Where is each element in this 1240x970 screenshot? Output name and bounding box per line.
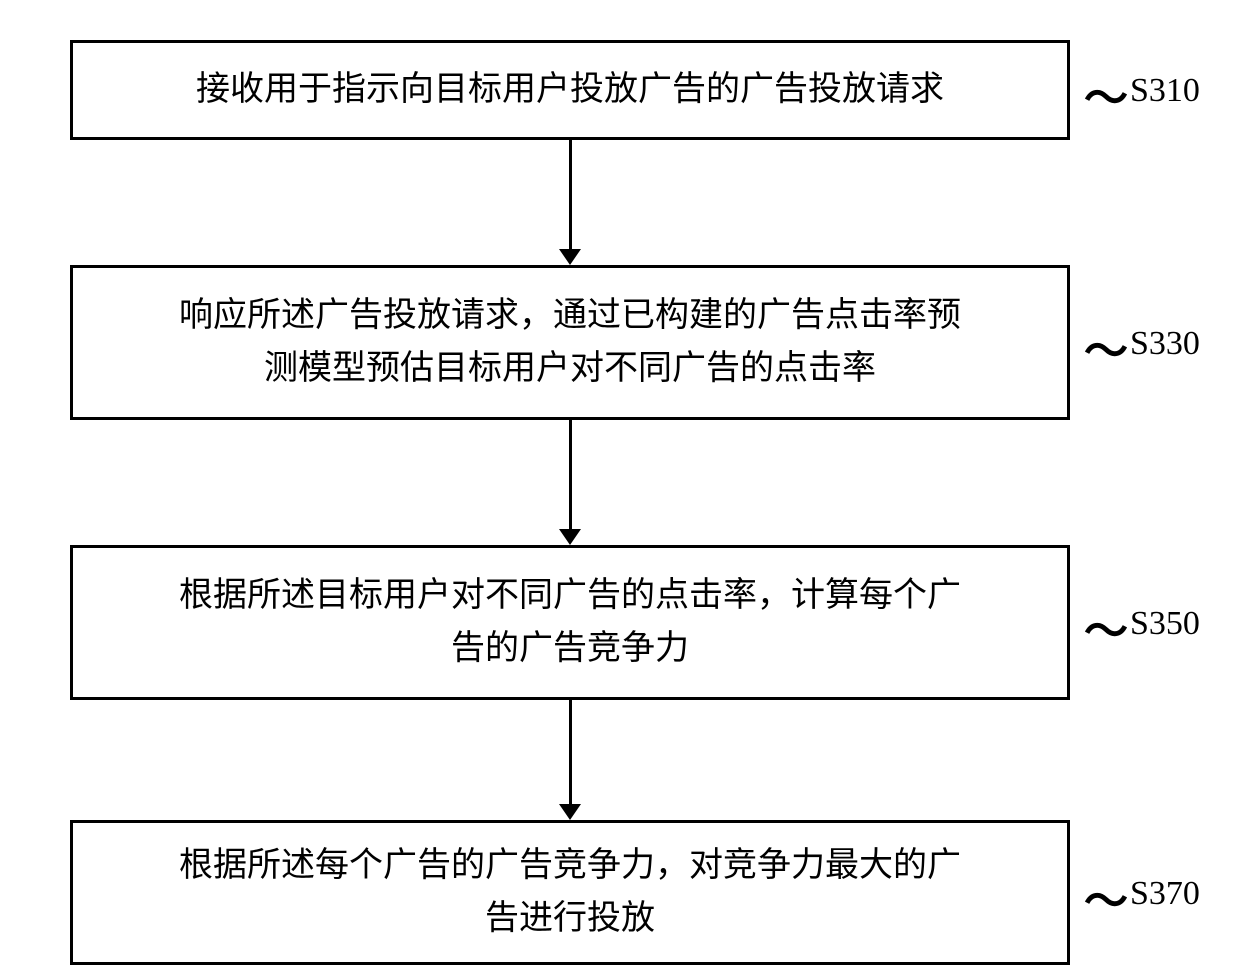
flow-node-s310: 接收用于指示向目标用户投放广告的广告投放请求: [70, 40, 1070, 140]
flow-node-s370: 根据所述每个广告的广告竞争力，对竞争力最大的广告进行投放: [70, 820, 1070, 965]
flow-node-text: 根据所述目标用户对不同广告的点击率，计算每个广: [179, 570, 961, 623]
label-connector-tilde: 〜: [1084, 62, 1128, 126]
label-connector-tilde: 〜: [1084, 595, 1128, 659]
flow-node-text: 响应所述广告投放请求，通过已构建的广告点击率预: [179, 290, 961, 343]
flow-node-s350: 根据所述目标用户对不同广告的点击率，计算每个广告的广告竞争力: [70, 545, 1070, 700]
step-label-s370: S370: [1130, 875, 1200, 913]
flow-node-s330: 响应所述广告投放请求，通过已构建的广告点击率预测模型预估目标用户对不同广告的点击…: [70, 265, 1070, 420]
flow-edge-s310-s330: [569, 140, 572, 249]
flow-node-text: 告进行投放: [485, 893, 655, 946]
flow-node-text: 测模型预估目标用户对不同广告的点击率: [264, 343, 876, 396]
step-label-s350: S350: [1130, 605, 1200, 643]
flowchart-canvas: 接收用于指示向目标用户投放广告的广告投放请求〜S310响应所述广告投放请求，通过…: [0, 0, 1240, 970]
step-label-s330: S330: [1130, 325, 1200, 363]
flow-node-text: 告的广告竞争力: [451, 623, 689, 676]
flow-node-text: 接收用于指示向目标用户投放广告的广告投放请求: [196, 64, 944, 117]
flow-edge-s350-s370: [569, 700, 572, 804]
step-label-s310: S310: [1130, 72, 1200, 110]
arrowhead-icon: [559, 529, 581, 548]
label-connector-tilde: 〜: [1084, 315, 1128, 379]
label-connector-tilde: 〜: [1084, 865, 1128, 929]
flow-edge-s330-s350: [569, 420, 572, 529]
arrowhead-icon: [559, 249, 581, 268]
arrowhead-icon: [559, 804, 581, 823]
flow-node-text: 根据所述每个广告的广告竞争力，对竞争力最大的广: [179, 840, 961, 893]
